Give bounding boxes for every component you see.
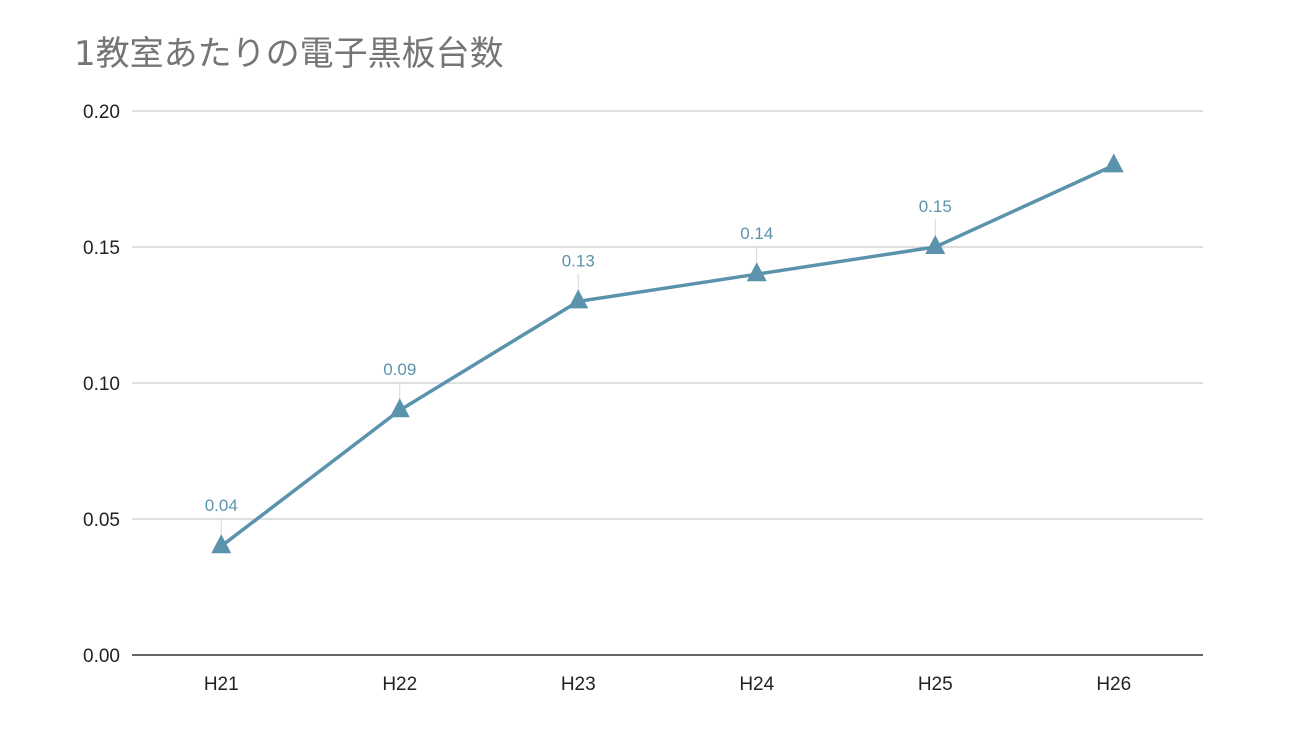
data-point-marker: [389, 398, 410, 418]
y-tick-label: 0.05: [83, 510, 120, 531]
x-tick-label: H25: [918, 674, 953, 695]
x-tick-label: H23: [561, 674, 596, 695]
data-label: 0.13: [562, 251, 595, 270]
x-axis-tick-labels: H21 H22 H23 H24 H25 H26: [204, 674, 1131, 695]
y-tick-label: 0.20: [83, 102, 120, 123]
y-tick-label: 0.15: [83, 238, 120, 259]
x-tick-label: H24: [739, 674, 774, 695]
y-axis-tick-labels: 0.00 0.05 0.10 0.15 0.20: [83, 102, 120, 667]
data-point-marker: [568, 289, 589, 309]
y-tick-label: 0.00: [83, 646, 120, 667]
data-point-marker: [1103, 153, 1124, 173]
series-line: [219, 163, 1116, 548]
data-label: 0.15: [919, 197, 952, 216]
data-labels: 0.04 0.09 0.13 0.14 0.15: [205, 197, 952, 515]
data-label: 0.14: [740, 224, 773, 243]
x-tick-label: H22: [382, 674, 417, 695]
data-point-marker: [211, 534, 232, 554]
x-tick-label: H21: [204, 674, 239, 695]
data-label: 0.04: [205, 496, 238, 515]
data-point-markers: [211, 153, 1124, 554]
data-point-marker: [746, 262, 767, 282]
y-tick-label: 0.10: [83, 374, 120, 395]
chart-title: 1教室あたりの電子黒板台数: [74, 34, 504, 74]
data-label: 0.09: [383, 360, 416, 379]
series-line-layer: [219, 163, 1116, 548]
x-tick-label: H26: [1096, 674, 1131, 695]
data-point-marker: [925, 235, 946, 254]
gridlines: [132, 110, 1203, 656]
